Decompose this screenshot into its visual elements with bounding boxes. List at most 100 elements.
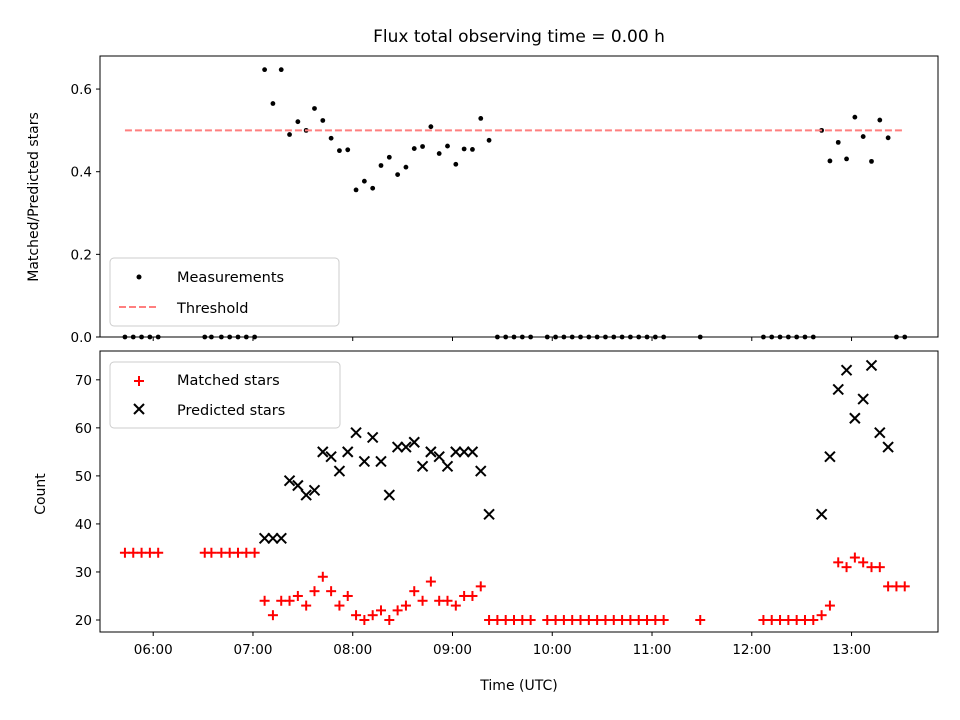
measurement-point bbox=[827, 158, 833, 164]
measurement-point bbox=[337, 148, 342, 154]
predicted-star-point bbox=[416, 460, 429, 472]
bottom-legend-box bbox=[109, 361, 341, 429]
measurement-point bbox=[453, 161, 459, 167]
legend-measurements-label: Measurements bbox=[177, 270, 284, 286]
measurement-point bbox=[428, 124, 434, 130]
matched-star-point bbox=[874, 562, 885, 573]
matched-star-point bbox=[342, 590, 353, 601]
predicted-star-point bbox=[450, 446, 462, 458]
measurement-point bbox=[885, 135, 891, 141]
matched-star-point bbox=[899, 581, 910, 592]
matched-star-point bbox=[808, 614, 819, 625]
matched-star-point bbox=[301, 600, 312, 611]
y-tick-label: 0.4 bbox=[71, 165, 92, 181]
measurement-point bbox=[486, 137, 492, 143]
bottom-axes-frame bbox=[99, 350, 939, 633]
y-tick-label: 70 bbox=[75, 373, 92, 389]
matched-star-point bbox=[292, 590, 303, 601]
measurement-point bbox=[869, 158, 874, 164]
top-axes-frame bbox=[99, 55, 939, 338]
y-tick-label: 30 bbox=[75, 565, 92, 581]
predicted-star-point bbox=[408, 436, 420, 448]
predicted-star-point bbox=[300, 489, 312, 501]
predicted-star-point bbox=[366, 431, 379, 444]
bottom-legend: Matched stars Predicted stars bbox=[109, 361, 341, 429]
predicted-star-point bbox=[325, 450, 337, 463]
measurement-point bbox=[353, 187, 359, 193]
matched-star-point bbox=[858, 557, 869, 568]
measurement-point bbox=[386, 154, 392, 160]
top-legend-box bbox=[109, 257, 340, 327]
matched-star-point bbox=[442, 595, 453, 606]
matched-star-point bbox=[367, 610, 378, 621]
predicted-star-point bbox=[308, 484, 321, 497]
predicted-star-point bbox=[483, 508, 495, 521]
predicted-star-point bbox=[458, 446, 470, 458]
bottom-ticks: 20 30 40 50 60 70 06:00 07:00 08:00 09:00 10:00 11:… bbox=[75, 373, 871, 658]
matched-star-point bbox=[267, 610, 278, 621]
matched-star-point bbox=[334, 600, 345, 611]
x-tick-label: 07:00 bbox=[234, 642, 273, 658]
matched-star-point bbox=[375, 605, 386, 616]
matched-star-point bbox=[309, 586, 320, 597]
predicted-star-point bbox=[433, 450, 445, 463]
measurement-point bbox=[860, 134, 866, 139]
measurement-point bbox=[270, 101, 276, 106]
chart-title: Flux total observing time = 0.00 h bbox=[373, 27, 665, 47]
matched-star-point bbox=[284, 595, 295, 606]
matched-star-point bbox=[351, 610, 362, 621]
x-axis-label: Time (UTC) bbox=[479, 678, 557, 694]
top-y-axis-label: Matched/Predicted stars bbox=[26, 112, 42, 282]
matched-star-point bbox=[409, 586, 420, 597]
y-tick-label: 0.2 bbox=[71, 247, 92, 263]
matched-star-point bbox=[450, 600, 461, 611]
top-legend: Measurements Threshold bbox=[109, 257, 340, 327]
matched-star-point bbox=[824, 600, 835, 611]
predicted-star-point bbox=[857, 393, 869, 405]
matched-star-point bbox=[249, 547, 260, 558]
predicted-star-point bbox=[391, 441, 404, 453]
predicted-star-point bbox=[475, 465, 487, 477]
predicted-star-point bbox=[375, 455, 387, 468]
x-tick-label: 09:00 bbox=[433, 642, 472, 658]
measurement-point bbox=[262, 67, 268, 73]
predicted-star-point bbox=[342, 446, 354, 458]
matched-star-point bbox=[417, 595, 428, 606]
matched-star-point bbox=[695, 614, 706, 625]
matched-star-point bbox=[400, 600, 411, 611]
matched-star-point bbox=[317, 571, 328, 582]
measurement-point bbox=[411, 146, 417, 151]
matched-star-point bbox=[153, 547, 164, 558]
measurement-point bbox=[287, 132, 292, 137]
predicted-star-point bbox=[882, 441, 894, 453]
predicted-star-point bbox=[258, 532, 271, 545]
predicted-star-point bbox=[874, 426, 886, 439]
matched-star-point bbox=[849, 552, 860, 563]
predicted-star-point bbox=[865, 359, 878, 372]
predicted-star-point bbox=[350, 426, 362, 439]
measurement-point bbox=[312, 106, 317, 111]
legend-predicted-label: Predicted stars bbox=[177, 403, 285, 419]
matched-star-point bbox=[392, 605, 403, 616]
predicted-star-point bbox=[275, 532, 287, 545]
x-tick-label: 10:00 bbox=[533, 642, 572, 658]
measurement-point bbox=[320, 118, 326, 123]
bottom-marks bbox=[119, 359, 910, 625]
x-tick-label: 13:00 bbox=[832, 642, 871, 658]
measurement-point bbox=[295, 119, 301, 125]
legend-matched-marker bbox=[134, 376, 144, 386]
legend-matched-label: Matched stars bbox=[177, 373, 280, 389]
matched-star-point bbox=[326, 586, 337, 597]
predicted-star-point bbox=[832, 383, 844, 396]
predicted-star-point bbox=[383, 489, 396, 501]
measurement-point bbox=[403, 164, 409, 170]
measurement-point bbox=[470, 146, 475, 152]
measurement-point bbox=[436, 151, 442, 156]
predicted-star-point bbox=[400, 441, 412, 453]
measurement-point bbox=[328, 135, 334, 141]
matched-star-point bbox=[525, 614, 536, 625]
predicted-star-point bbox=[267, 532, 279, 545]
y-tick-label: 20 bbox=[75, 613, 92, 629]
predicted-star-point bbox=[283, 474, 296, 487]
